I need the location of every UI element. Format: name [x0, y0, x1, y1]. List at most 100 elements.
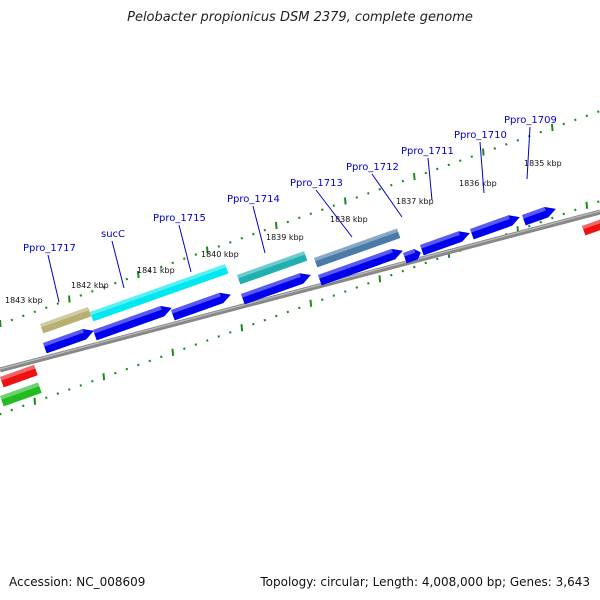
gene-label: sucC — [101, 229, 125, 240]
feature-ppro-1712-rna-body — [314, 228, 401, 268]
inner-tick — [298, 306, 301, 310]
inner-tick — [367, 282, 370, 285]
feature-ppro-1717-rna — [40, 306, 92, 334]
inner-tick — [401, 269, 405, 273]
outer-tick — [148, 269, 152, 273]
inner-tick — [252, 322, 255, 326]
outer-tick — [447, 163, 451, 167]
outer-tick — [194, 253, 198, 256]
inner-tick — [10, 408, 14, 412]
inner-tick — [125, 367, 129, 371]
cds-ppro-1715-shine — [171, 292, 221, 314]
inner-tick — [79, 384, 83, 387]
outer-tick — [125, 277, 129, 281]
outer-tick — [252, 232, 255, 236]
backbone-highlight — [0, 210, 600, 370]
cds-ppro-1711 — [420, 231, 470, 256]
gene-leader-line — [178, 224, 192, 273]
inner-tick — [160, 355, 163, 359]
inner-tick — [0, 412, 2, 416]
inner-tick — [183, 347, 186, 350]
outer-tick — [160, 265, 163, 269]
kbp-label: 1840 kbp — [201, 250, 239, 259]
kbp-label: 1835 kbp — [524, 159, 562, 168]
feature-ppro-1717-rna-body — [40, 306, 92, 334]
gene-label: Ppro_1709 — [504, 115, 557, 126]
cds-ppro-1714 — [241, 273, 311, 305]
cds-ppro-1710-shine — [470, 215, 510, 233]
outer-tick — [137, 270, 140, 279]
inner-tick — [217, 335, 221, 338]
feature-red-left-body — [0, 364, 38, 388]
outer-tick — [355, 196, 359, 199]
outer-tick — [33, 310, 37, 314]
cds-ppro-1710-body — [470, 215, 520, 240]
gene-leader-line — [427, 157, 433, 201]
outer-tick — [401, 179, 405, 183]
gene-label: Ppro_1711 — [401, 146, 454, 157]
inner-tick — [332, 294, 336, 297]
feature-ppro-1714-rna-shine — [237, 251, 306, 279]
outer-tick — [79, 294, 83, 297]
gene-labels: Ppro_1717 sucC Ppro_1715 Ppro_1714 Ppro_1713… — [23, 115, 557, 303]
inner-tick — [321, 298, 324, 301]
outer-tick — [493, 147, 497, 150]
outer-tick — [332, 204, 336, 207]
inner-tick — [240, 324, 244, 332]
feature-green-left-body — [0, 382, 42, 407]
inner-tick — [114, 371, 117, 375]
inner-tick — [275, 314, 278, 318]
outer-tick — [91, 290, 94, 293]
genome-backbone — [0, 209, 600, 373]
outer-tick — [378, 187, 382, 191]
feature-ppro-1717-rna-shine — [40, 306, 90, 328]
outer-tick — [424, 171, 428, 175]
outer-tick — [516, 139, 520, 142]
feature-red-right-body — [582, 218, 600, 236]
kbp-label: 1841 kbp — [137, 266, 175, 275]
inner-tick — [33, 397, 37, 405]
feature-ppro-1712-rna-shine — [314, 228, 399, 262]
outer-tick — [229, 241, 232, 244]
outer-tick — [505, 143, 508, 146]
outer-tick — [436, 167, 439, 171]
outer-tick — [45, 306, 48, 309]
inner-tick — [585, 201, 589, 209]
gene-leader-line — [47, 254, 60, 303]
feature-red-right — [582, 218, 600, 236]
cds-ppro-1709-shine — [522, 206, 546, 219]
inner-tick — [148, 359, 152, 363]
inner-tick — [194, 343, 198, 346]
feature-ppro-1712-rna — [314, 228, 401, 268]
kbp-labels: 1843 kbp 1842 kbp 1841 kbp 1840 kbp 1839 kbp… — [5, 159, 562, 305]
accession-label: Accession: NC_008609 — [9, 575, 146, 589]
topology-label: Topology: circular; Length: 4,008,000 bp… — [260, 575, 590, 589]
inner-tick — [91, 380, 94, 383]
feature-green-left-shine — [0, 382, 40, 400]
cds-ppro-1709 — [522, 206, 556, 226]
inner-tick — [528, 224, 531, 228]
outer-tick — [344, 197, 347, 205]
inner-tick — [68, 388, 71, 391]
outer-tick — [482, 148, 485, 156]
outer-tick — [56, 302, 60, 305]
outer-tick — [171, 261, 175, 265]
outer-tick-ring — [0, 110, 600, 328]
backbone-line — [0, 209, 600, 373]
inner-tick — [424, 261, 428, 265]
cds-ppro-1710 — [470, 215, 520, 240]
cds-ppro-1714-body — [241, 273, 311, 305]
kbp-label: 1838 kbp — [330, 215, 368, 224]
feature-succ-rna — [89, 264, 229, 322]
cds-succ-shine — [93, 306, 162, 334]
outer-tick — [22, 314, 25, 318]
inner-tick — [355, 286, 359, 289]
gene-label: Ppro_1713 — [290, 178, 343, 189]
inner-tick — [551, 216, 554, 220]
cds-ppro-1711a-body — [403, 249, 421, 264]
feature-succ-rna-shine — [89, 264, 227, 316]
inner-tick — [137, 363, 140, 367]
outer-tick — [562, 122, 566, 126]
outer-tick — [574, 118, 577, 122]
